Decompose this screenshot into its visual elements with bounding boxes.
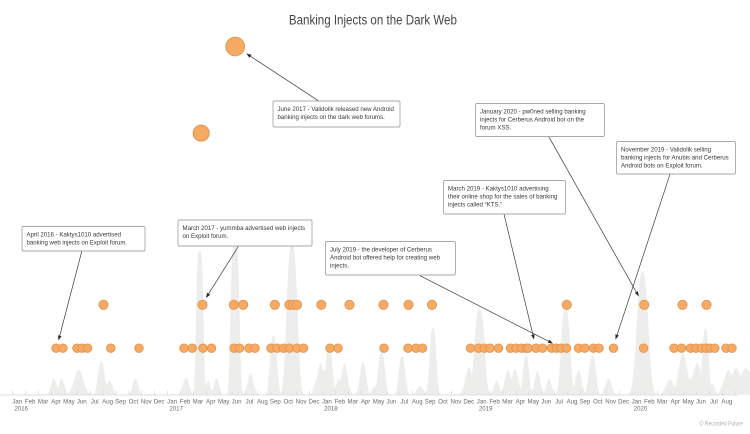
svg-text:Jan: Jan	[167, 399, 177, 406]
svg-text:injects for Cerberus Android b: injects for Cerberus Android bot on the	[480, 117, 585, 124]
svg-text:Oct: Oct	[283, 399, 293, 406]
svg-text:Oct: Oct	[593, 399, 603, 406]
svg-text:Nov: Nov	[605, 399, 617, 406]
svg-text:forum XSS.: forum XSS.	[480, 125, 511, 132]
svg-text:Apr: Apr	[670, 399, 679, 406]
svg-text:Jun: Jun	[232, 399, 242, 406]
svg-text:Feb: Feb	[180, 399, 191, 406]
svg-text:November 2019 - Validolik sell: November 2019 - Validolik selling	[621, 147, 711, 154]
svg-text:banking injects for Anubis and: banking injects for Anubis and Cerberus	[621, 155, 729, 162]
svg-text:Jan: Jan	[632, 399, 642, 406]
svg-text:2019: 2019	[479, 406, 493, 413]
svg-text:Dec: Dec	[309, 399, 320, 406]
svg-text:Aug: Aug	[412, 399, 423, 406]
svg-text:Aug: Aug	[102, 399, 113, 406]
svg-text:Mar: Mar	[657, 399, 668, 406]
svg-text:Feb: Feb	[489, 399, 500, 406]
svg-text:Feb: Feb	[25, 399, 36, 406]
svg-text:Aug: Aug	[721, 399, 732, 406]
svg-text:Oct: Oct	[129, 399, 139, 406]
svg-text:2020: 2020	[634, 406, 648, 413]
svg-text:their online shop for the sale: their online shop for the sales of banki…	[448, 194, 557, 201]
svg-text:Jun: Jun	[386, 399, 396, 406]
svg-text:May: May	[682, 399, 694, 406]
svg-text:Sep: Sep	[425, 399, 436, 406]
svg-text:Feb: Feb	[335, 399, 346, 406]
svg-text:Nov: Nov	[450, 399, 462, 406]
svg-text:Sep: Sep	[115, 399, 126, 406]
svg-text:Nov: Nov	[296, 399, 308, 406]
svg-text:Jul: Jul	[246, 399, 254, 406]
svg-text:Aug: Aug	[567, 399, 578, 406]
svg-text:banking injects on the dark we: banking injects on the dark web forums.	[278, 114, 386, 121]
svg-text:Sep: Sep	[270, 399, 281, 406]
svg-text:© Recorded Future: © Recorded Future	[700, 420, 744, 427]
svg-text:on Exploit forum.: on Exploit forum.	[183, 233, 229, 240]
svg-text:May: May	[373, 399, 385, 406]
svg-text:Jan: Jan	[322, 399, 332, 406]
svg-text:Android bots on Exploit forum.: Android bots on Exploit forum.	[621, 163, 703, 170]
svg-text:2016: 2016	[15, 406, 29, 413]
svg-text:injects.: injects.	[330, 263, 349, 270]
svg-text:banking web injects on Exploit: banking web injects on Exploit forum.	[27, 240, 128, 247]
svg-text:Dec: Dec	[463, 399, 474, 406]
svg-text:Apr: Apr	[516, 399, 525, 406]
svg-text:Android bot offered help for c: Android bot offered help for creating we…	[330, 255, 441, 262]
svg-text:March 2017 - yummba advertised: March 2017 - yummba advertised web injec…	[183, 225, 306, 232]
svg-text:Mar: Mar	[347, 399, 358, 406]
svg-text:May: May	[218, 399, 230, 406]
svg-text:Mar: Mar	[193, 399, 204, 406]
svg-text:June 2017 - Validolik released: June 2017 - Validolik released new Andro…	[278, 106, 394, 113]
svg-text:2018: 2018	[324, 406, 338, 413]
svg-text:Apr: Apr	[51, 399, 60, 406]
svg-text:Jul: Jul	[91, 399, 99, 406]
svg-text:2017: 2017	[169, 406, 183, 413]
svg-text:Apr: Apr	[206, 399, 215, 406]
svg-text:Jan: Jan	[477, 399, 487, 406]
svg-text:July 2019 - the developer of: July 2019 - the developer of Cerberus	[330, 247, 432, 254]
svg-text:May: May	[528, 399, 540, 406]
svg-text:Sep: Sep	[579, 399, 590, 406]
svg-text:Jun: Jun	[77, 399, 87, 406]
svg-text:Aug: Aug	[257, 399, 268, 406]
svg-text:Jun: Jun	[696, 399, 706, 406]
svg-text:Oct: Oct	[438, 399, 448, 406]
svg-text:Feb: Feb	[644, 399, 655, 406]
svg-text:Apr: Apr	[361, 399, 370, 406]
svg-text:May: May	[63, 399, 75, 406]
svg-text:March 2019 - Kaktys1010 advert: March 2019 - Kaktys1010 advertising	[448, 186, 549, 193]
svg-text:Mar: Mar	[38, 399, 49, 406]
svg-text:Jul: Jul	[555, 399, 563, 406]
svg-text:April 2016 - Kaktys1010 advert: April 2016 - Kaktys1010 advertised	[27, 232, 122, 239]
svg-text:Nov: Nov	[141, 399, 153, 406]
svg-text:Jun: Jun	[541, 399, 551, 406]
svg-text:injects called “KTS.”: injects called “KTS.”	[448, 202, 502, 209]
svg-text:Jul: Jul	[400, 399, 408, 406]
svg-text:Jan: Jan	[12, 399, 22, 406]
svg-text:Mar: Mar	[502, 399, 513, 406]
svg-text:January 2020 - pw0ned selling: January 2020 - pw0ned selling banking	[480, 109, 586, 116]
svg-text:Dec: Dec	[618, 399, 629, 406]
svg-text:Banking Injects on the Dark We: Banking Injects on the Dark Web	[289, 12, 457, 27]
svg-text:Dec: Dec	[154, 399, 165, 406]
svg-text:Jul: Jul	[710, 399, 718, 406]
